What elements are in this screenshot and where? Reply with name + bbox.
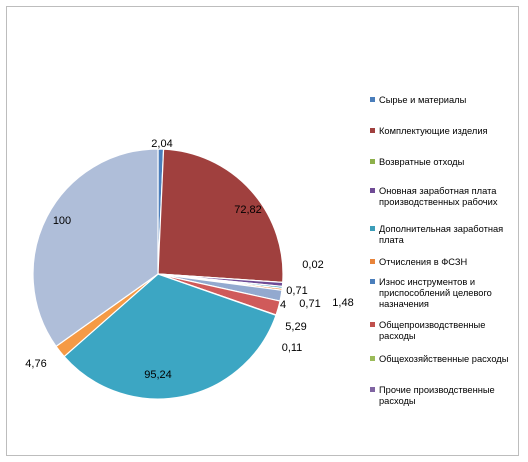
legend-swatch	[370, 387, 375, 392]
legend-label: Прочие производственные расходы	[379, 385, 495, 406]
legend-swatch	[370, 128, 375, 133]
legend-item: Прочие производственные расходы	[370, 385, 520, 407]
legend-item: Комплектующие изделия	[370, 126, 520, 137]
legend-swatch	[370, 159, 375, 164]
legend-swatch	[370, 279, 375, 284]
data-label: 2,04	[151, 138, 172, 150]
legend-item: Сырье и материалы	[370, 95, 520, 106]
legend-item: Общехозяйственные расходы	[370, 354, 520, 365]
pie-slice	[32, 148, 159, 348]
legend-item: Дополнительная заработная плата	[370, 224, 520, 246]
data-label: 1,48	[332, 297, 353, 309]
data-label: 4,76	[25, 358, 46, 370]
legend-label: Комплектующие изделия	[379, 126, 488, 136]
data-label: 0,11	[282, 342, 303, 354]
data-label: 72,82	[234, 204, 262, 216]
legend-swatch	[370, 356, 375, 361]
legend-item: Оновная заработная плата производственны…	[370, 186, 520, 208]
legend-item: Износ инструментов и приспособлений целе…	[370, 277, 520, 310]
legend-label: Сырье и материалы	[379, 95, 467, 105]
legend-item: Общепроизводственные расходы	[370, 320, 520, 342]
data-label: 100	[53, 215, 71, 227]
legend-item: Отчисления в ФСЗН	[370, 257, 520, 268]
data-label: 0,71	[286, 285, 307, 297]
legend-swatch	[370, 188, 375, 193]
legend-label: Износ инструментов и приспособлений целе…	[379, 277, 492, 309]
legend-label: Возвратные отходы	[379, 157, 465, 167]
pie-slice	[63, 273, 277, 400]
legend-label: Общехозяйственные расходы	[379, 354, 509, 364]
legend-swatch	[370, 322, 375, 327]
legend-label: Отчисления в ФСЗН	[379, 257, 468, 267]
data-label: 95,24	[144, 369, 172, 381]
data-label: 0,02	[302, 259, 323, 271]
data-label: 4	[280, 299, 286, 311]
legend-label: Дополнительная заработная плата	[379, 224, 504, 245]
legend-item: Возвратные отходы	[370, 157, 520, 168]
data-label: 5,29	[285, 321, 306, 333]
data-label: 0,71	[299, 298, 320, 310]
legend-swatch	[370, 226, 375, 231]
legend-swatch	[370, 97, 375, 102]
legend-label: Общепроизводственные расходы	[379, 320, 486, 341]
pie-slice	[157, 148, 284, 284]
legend-swatch	[370, 259, 375, 264]
legend-label: Оновная заработная плата производственны…	[379, 186, 498, 207]
